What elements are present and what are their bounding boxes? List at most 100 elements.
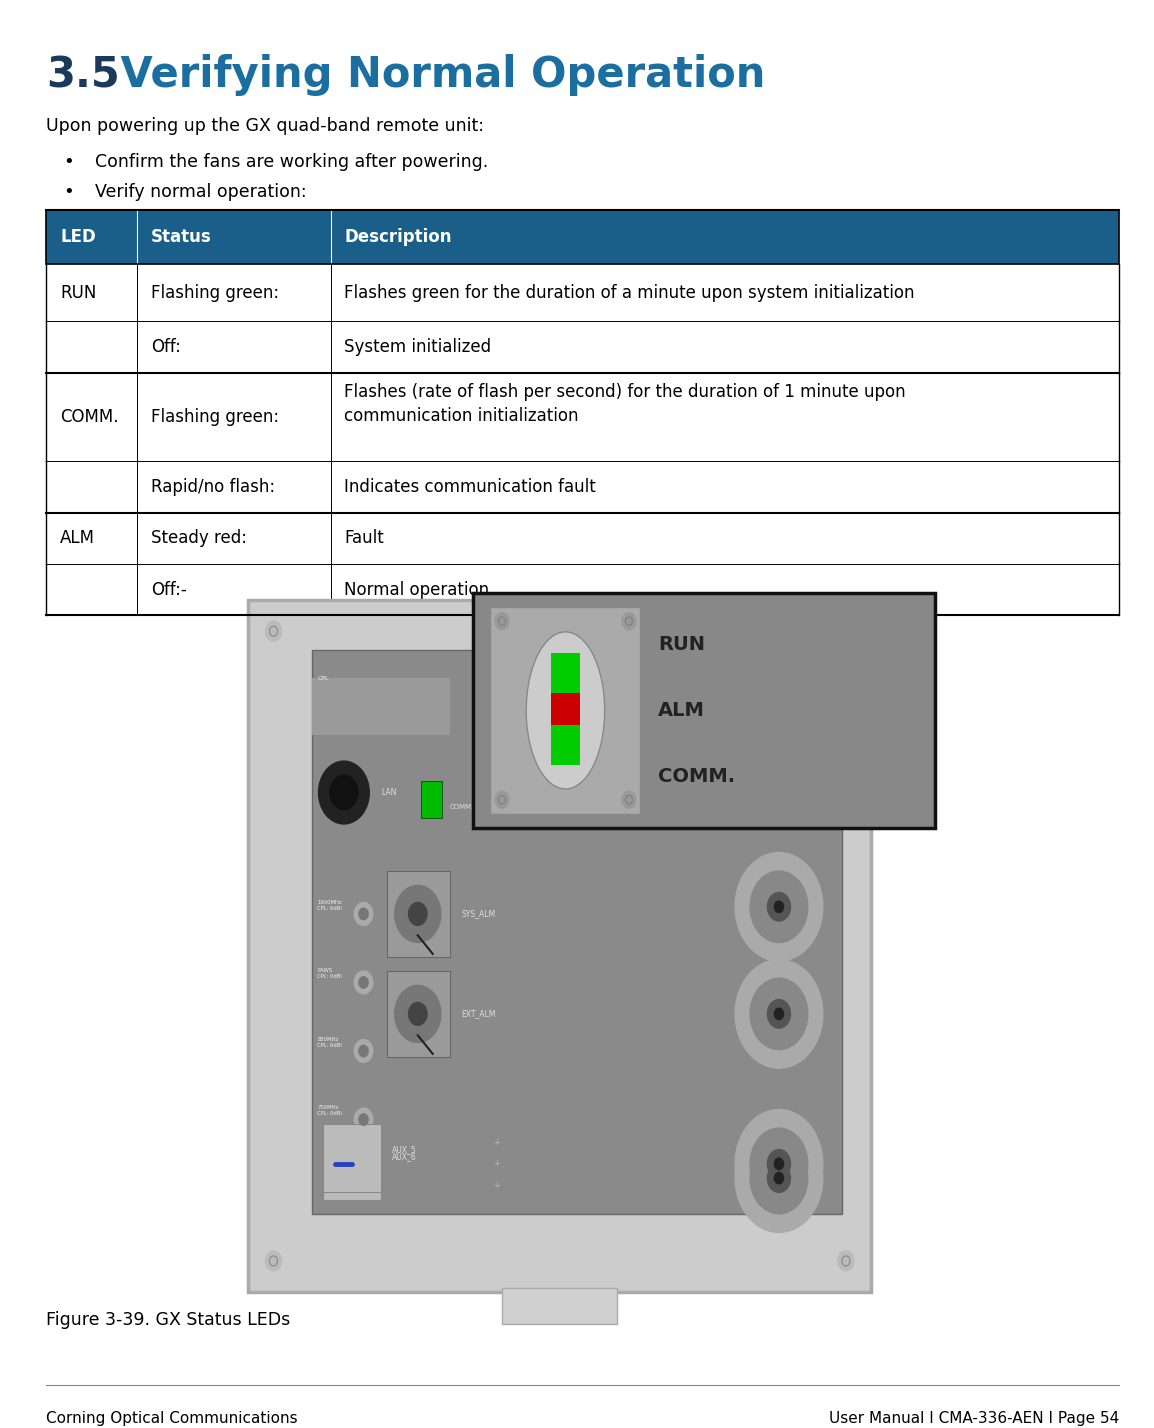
Circle shape	[622, 791, 636, 808]
Bar	[312, 650, 842, 1214]
Circle shape	[409, 902, 427, 925]
Circle shape	[838, 1251, 854, 1271]
Circle shape	[774, 1008, 784, 1020]
Text: LED: LED	[60, 228, 96, 246]
Text: RUN: RUN	[60, 284, 97, 301]
Text: Verify normal operation:: Verify normal operation:	[95, 183, 306, 201]
Bar	[421, 781, 442, 818]
Bar	[387, 971, 450, 1057]
Bar	[46, 210, 1119, 264]
Text: EAWS
CPL: 0dBi: EAWS CPL: 0dBi	[317, 968, 343, 980]
Text: COMM.: COMM.	[60, 408, 119, 426]
Circle shape	[265, 1251, 282, 1271]
Text: Steady red:: Steady red:	[151, 530, 247, 547]
Bar	[46, 564, 1119, 615]
Circle shape	[409, 1002, 427, 1025]
Text: SYS_ALM: SYS_ALM	[462, 910, 496, 918]
Circle shape	[359, 908, 368, 920]
Circle shape	[354, 1108, 373, 1131]
Circle shape	[750, 871, 808, 942]
Text: 850MHz
CPL: 6dBi: 850MHz CPL: 6dBi	[317, 1037, 343, 1048]
Bar	[323, 1124, 381, 1192]
Circle shape	[354, 971, 373, 994]
Circle shape	[750, 978, 808, 1050]
Circle shape	[359, 1045, 368, 1057]
Text: LAN: LAN	[381, 788, 396, 797]
Text: RUN: RUN	[658, 635, 705, 654]
Circle shape	[767, 1150, 790, 1178]
Circle shape	[838, 621, 854, 641]
Text: AUX_6: AUX_6	[392, 1152, 417, 1161]
Text: •: •	[63, 153, 74, 171]
Bar	[248, 600, 871, 1292]
Bar	[46, 210, 1119, 264]
Text: Confirm the fans are working after powering.: Confirm the fans are working after power…	[95, 153, 488, 171]
Text: 700MHz
CPL: 0dBi: 700MHz CPL: 0dBi	[317, 1105, 343, 1117]
Bar	[387, 871, 450, 957]
Text: 1900MHz
CPL: 6dBi: 1900MHz CPL: 6dBi	[317, 900, 343, 911]
Text: 3.5: 3.5	[46, 54, 120, 96]
Circle shape	[354, 1040, 373, 1062]
Bar	[46, 513, 1119, 564]
Text: Verifying Normal Operation: Verifying Normal Operation	[106, 54, 765, 96]
Circle shape	[767, 1000, 790, 1028]
Text: EXT_ALM: EXT_ALM	[462, 1010, 496, 1018]
Circle shape	[265, 621, 282, 641]
Text: •: •	[63, 183, 74, 201]
Circle shape	[750, 1142, 808, 1214]
Circle shape	[735, 1124, 823, 1232]
Text: User Manual I CMA-336-AEN I Page 54: User Manual I CMA-336-AEN I Page 54	[829, 1411, 1119, 1427]
Text: Normal operation: Normal operation	[344, 581, 489, 598]
Text: Flashes (rate of flash per second) for the duration of 1 minute upon
communicati: Flashes (rate of flash per second) for t…	[344, 383, 906, 426]
Bar	[502, 1288, 617, 1324]
Bar	[552, 654, 580, 694]
Text: Indicates communication fault: Indicates communication fault	[344, 478, 597, 496]
Circle shape	[735, 853, 823, 961]
Circle shape	[622, 613, 636, 630]
Circle shape	[495, 791, 509, 808]
Circle shape	[774, 1158, 784, 1170]
Text: Status: Status	[151, 228, 212, 246]
Text: Upon powering up the GX quad-band remote unit:: Upon powering up the GX quad-band remote…	[46, 117, 485, 136]
Text: Flashing green:: Flashing green:	[151, 284, 279, 301]
Circle shape	[395, 985, 441, 1042]
Text: ALM: ALM	[60, 530, 95, 547]
Circle shape	[735, 960, 823, 1068]
Bar	[323, 1128, 381, 1200]
Bar	[312, 678, 450, 735]
Circle shape	[735, 1110, 823, 1218]
Text: +: +	[493, 1160, 500, 1168]
Bar	[490, 607, 640, 814]
Text: Corning Optical Communications: Corning Optical Communications	[46, 1411, 298, 1427]
Bar	[46, 373, 1119, 461]
Circle shape	[767, 1164, 790, 1192]
Circle shape	[354, 902, 373, 925]
Text: CPL: CPL	[317, 675, 329, 681]
Circle shape	[359, 1114, 368, 1125]
Ellipse shape	[526, 633, 605, 788]
Circle shape	[495, 613, 509, 630]
Text: +: +	[493, 1181, 500, 1190]
Circle shape	[774, 901, 784, 912]
Circle shape	[395, 885, 441, 942]
Bar	[552, 693, 580, 725]
Text: Off:-: Off:-	[151, 581, 187, 598]
Text: ALM: ALM	[658, 701, 705, 720]
Circle shape	[750, 1128, 808, 1200]
Text: AUX_5: AUX_5	[392, 1145, 417, 1154]
Circle shape	[330, 775, 358, 810]
Text: Flashes green for the duration of a minute upon system initialization: Flashes green for the duration of a minu…	[344, 284, 915, 301]
Bar	[46, 264, 1119, 321]
Bar	[552, 725, 580, 765]
Bar	[46, 461, 1119, 513]
Text: System initialized: System initialized	[344, 338, 492, 356]
Circle shape	[319, 761, 369, 824]
Text: COMM.: COMM.	[658, 767, 735, 785]
Text: Fault: Fault	[344, 530, 384, 547]
Circle shape	[359, 977, 368, 988]
Text: Rapid/no flash:: Rapid/no flash:	[151, 478, 276, 496]
Text: COMM.: COMM.	[450, 804, 474, 810]
Bar	[46, 321, 1119, 373]
Text: Off:: Off:	[151, 338, 181, 356]
Text: Flashing green:: Flashing green:	[151, 408, 279, 426]
